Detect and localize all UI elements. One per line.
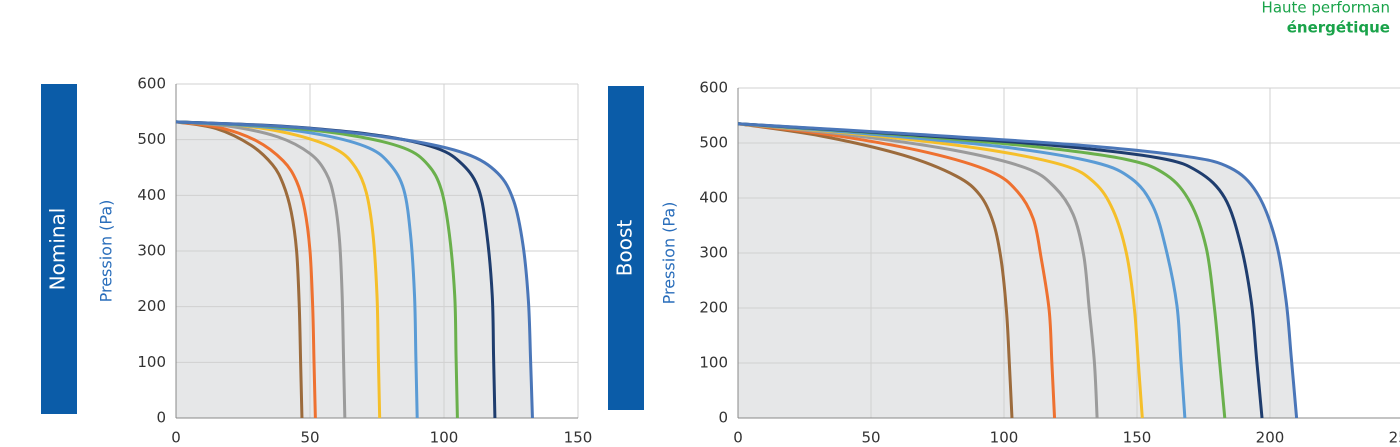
curve bbox=[175, 120, 304, 419]
y-tick-label: 300 bbox=[137, 242, 166, 260]
curve bbox=[175, 120, 382, 419]
x-tick-label: 100 bbox=[430, 429, 459, 447]
y-tick-label: 0 bbox=[718, 409, 728, 427]
y-tick-label: 600 bbox=[699, 79, 728, 97]
y-tick-label: 600 bbox=[137, 75, 166, 93]
curve bbox=[737, 122, 1299, 419]
y-axis-label: Pression (Pa) bbox=[97, 200, 116, 303]
y-axis-label: Pression (Pa) bbox=[660, 202, 679, 305]
y-tick-label: 400 bbox=[137, 186, 166, 204]
curve bbox=[175, 120, 534, 419]
curve bbox=[175, 120, 347, 419]
x-tick-label: 50 bbox=[861, 429, 880, 447]
y-tick-label: 100 bbox=[137, 353, 166, 371]
curve bbox=[175, 120, 419, 419]
x-tick-label: 50 bbox=[300, 429, 319, 447]
header-line-2: énergétique bbox=[1287, 19, 1390, 37]
curve bbox=[737, 122, 1099, 419]
panel-label: Boost bbox=[613, 220, 637, 277]
y-tick-label: 500 bbox=[137, 130, 166, 148]
area-fill bbox=[738, 123, 1297, 418]
header-line-1: Haute performan bbox=[1262, 0, 1390, 17]
panel-band bbox=[608, 86, 644, 410]
x-tick-label: 0 bbox=[171, 429, 181, 447]
curve bbox=[737, 122, 1187, 419]
panel-label: Nominal bbox=[46, 208, 70, 291]
x-tick-label: 250 bbox=[1389, 429, 1400, 447]
x-tick-label: 150 bbox=[564, 429, 593, 447]
x-tick-label: 200 bbox=[1256, 429, 1285, 447]
curve bbox=[737, 122, 1057, 419]
y-tick-label: 100 bbox=[699, 354, 728, 372]
x-tick-label: 150 bbox=[1123, 429, 1152, 447]
curve bbox=[175, 120, 317, 419]
panel-band bbox=[41, 84, 77, 414]
y-tick-label: 400 bbox=[699, 189, 728, 207]
y-tick-label: 200 bbox=[699, 299, 728, 317]
x-tick-label: 0 bbox=[733, 429, 743, 447]
y-tick-label: 0 bbox=[156, 409, 166, 427]
y-tick-label: 500 bbox=[699, 134, 728, 152]
y-tick-label: 300 bbox=[699, 244, 728, 262]
x-tick-label: 100 bbox=[990, 429, 1019, 447]
curve bbox=[737, 122, 1014, 419]
y-tick-label: 200 bbox=[137, 297, 166, 315]
